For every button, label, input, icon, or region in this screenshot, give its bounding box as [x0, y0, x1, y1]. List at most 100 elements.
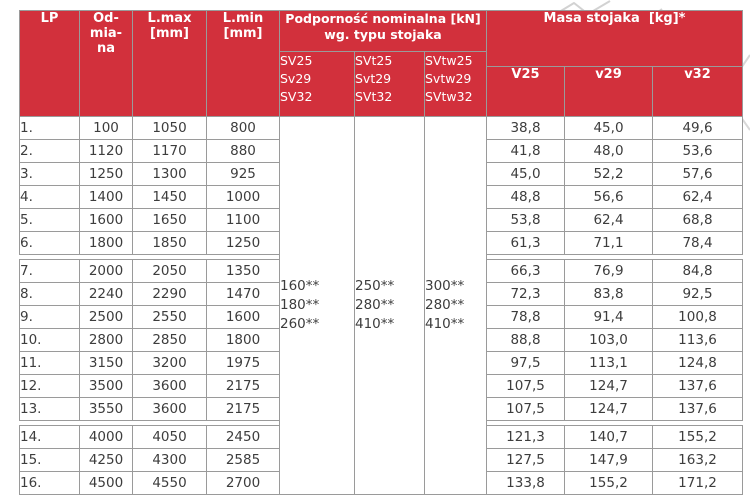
- table-row: 1. 100 1050 800 160** 180** 260** 250** 280** 410…: [19, 116, 743, 495]
- cell-v32: 100,8: [652, 305, 743, 329]
- cell-v29: 56,6: [564, 185, 653, 209]
- cell-lp: 4.: [19, 185, 80, 209]
- cell-v25: 45,0: [486, 162, 565, 186]
- cell-lp: 9.: [19, 305, 80, 329]
- table-row: 7. 2000 2050 1350 66,3 76,9 84,8: [19, 259, 743, 283]
- cell-v29: 124,7: [564, 397, 653, 421]
- table-row: 16. 4500 4550 2700 133,8 155,2 171,2: [19, 471, 743, 495]
- header-odmiana: Od- mia- na: [79, 10, 133, 117]
- cell-lmin: 2175: [206, 397, 280, 421]
- cell-odmiana: 1400: [79, 185, 133, 209]
- cell-lp: 12.: [19, 374, 80, 398]
- cell-v25: 97,5: [486, 351, 565, 375]
- cell-v32: 155,2: [652, 425, 743, 449]
- podpornosc-value: 280**: [425, 297, 465, 313]
- cell-v25: 127,5: [486, 448, 565, 472]
- cell-v25: 38,8: [486, 116, 565, 140]
- cell-odmiana: 1600: [79, 208, 133, 232]
- cell-v29: 103,0: [564, 328, 653, 352]
- cell-odmiana: 4500: [79, 471, 133, 495]
- podpornosc-value: 410**: [425, 316, 465, 332]
- cell-lmin: 1350: [206, 259, 280, 283]
- row-group-gap: [19, 420, 743, 426]
- cell-v32: 68,8: [652, 208, 743, 232]
- cell-v32: 124,8: [652, 351, 743, 375]
- cell-v25: 66,3: [486, 259, 565, 283]
- table-row: 11. 3150 3200 1975 97,5 113,1 124,8: [19, 351, 743, 375]
- cell-lp: 1.: [19, 116, 80, 140]
- cell-lp: 14.: [19, 425, 80, 449]
- cell-v32: 78,4: [652, 231, 743, 255]
- cell-odmiana: 3500: [79, 374, 133, 398]
- table-row: 5. 1600 1650 1100 53,8 62,4 68,8: [19, 208, 743, 232]
- cell-v32: 137,6: [652, 397, 743, 421]
- cell-v32: 92,5: [652, 282, 743, 306]
- cell-lmax: 1300: [132, 162, 207, 186]
- cell-lp: 8.: [19, 282, 80, 306]
- cell-odmiana: 2000: [79, 259, 133, 283]
- cell-v25: 88,8: [486, 328, 565, 352]
- cell-v32: 57,6: [652, 162, 743, 186]
- podpornosc-value: 300**: [425, 278, 465, 294]
- cell-v29: 155,2: [564, 471, 653, 495]
- cell-lmin: 880: [206, 139, 280, 163]
- cell-lmin: 2585: [206, 448, 280, 472]
- cell-lmin: 800: [206, 116, 280, 140]
- cell-v25: 78,8: [486, 305, 565, 329]
- cell-odmiana: 4250: [79, 448, 133, 472]
- cell-v32: 49,6: [652, 116, 743, 140]
- cell-v32: 62,4: [652, 185, 743, 209]
- table-row: 10. 2800 2850 1800 88,8 103,0 113,6: [19, 328, 743, 352]
- cell-lmax: 3600: [132, 397, 207, 421]
- table-body: 1. 100 1050 800 160** 180** 260** 250** 280** 410…: [19, 116, 743, 495]
- cell-odmiana: 1800: [79, 231, 133, 255]
- podpornosc-value: 280**: [355, 297, 395, 313]
- cell-v29: 45,0: [564, 116, 653, 140]
- podpornosc-values-0: 160** 180** 260**: [279, 116, 355, 495]
- cell-lmin: 2450: [206, 425, 280, 449]
- cell-odmiana: 3550: [79, 397, 133, 421]
- cell-v29: 76,9: [564, 259, 653, 283]
- podpornosc-value: 160**: [280, 278, 320, 294]
- table-row: 13. 3550 3600 2175 107,5 124,7 137,6: [19, 397, 743, 421]
- cell-odmiana: 2800: [79, 328, 133, 352]
- cell-lmax: 1450: [132, 185, 207, 209]
- cell-lmax: 4050: [132, 425, 207, 449]
- specification-table: LP Od- mia- na L.max [mm] L.min [mm] Pod…: [19, 10, 743, 495]
- cell-v25: 133,8: [486, 471, 565, 495]
- cell-v29: 83,8: [564, 282, 653, 306]
- header-masa-group: Masa stojaka [kg]*: [486, 10, 743, 67]
- cell-odmiana: 4000: [79, 425, 133, 449]
- table-row: 12. 3500 3600 2175 107,5 124,7 137,6: [19, 374, 743, 398]
- header-v32: v32: [652, 66, 743, 117]
- header-svt-variants: SVt25 Svt29 SVt32: [354, 51, 425, 117]
- cell-lmax: 3200: [132, 351, 207, 375]
- cell-v25: 107,5: [486, 374, 565, 398]
- cell-lp: 7.: [19, 259, 80, 283]
- cell-lmax: 2550: [132, 305, 207, 329]
- table-row: 14. 4000 4050 2450 121,3 140,7 155,2: [19, 425, 743, 449]
- cell-v25: 107,5: [486, 397, 565, 421]
- header-masa-label: Masa stojaka [kg]*: [543, 11, 686, 26]
- cell-lmin: 1100: [206, 208, 280, 232]
- podpornosc-value: 180**: [280, 297, 320, 313]
- header-v29: v29: [564, 66, 653, 117]
- cell-v29: 113,1: [564, 351, 653, 375]
- cell-lmin: 1975: [206, 351, 280, 375]
- podpornosc-values-2: 300** 280** 410**: [424, 116, 487, 495]
- cell-lmin: 1470: [206, 282, 280, 306]
- cell-odmiana: 3150: [79, 351, 133, 375]
- cell-lmin: 1000: [206, 185, 280, 209]
- cell-v32: 137,6: [652, 374, 743, 398]
- cell-v25: 48,8: [486, 185, 565, 209]
- cell-lmin: 2700: [206, 471, 280, 495]
- table-row: 4. 1400 1450 1000 48,8 56,6 62,4: [19, 185, 743, 209]
- header-svtw-variants: SVtw25 Svtw29 SVtw32: [424, 51, 487, 117]
- cell-lp: 3.: [19, 162, 80, 186]
- cell-v32: 171,2: [652, 471, 743, 495]
- cell-lmax: 4300: [132, 448, 207, 472]
- cell-v32: 113,6: [652, 328, 743, 352]
- cell-lmin: 925: [206, 162, 280, 186]
- cell-v29: 48,0: [564, 139, 653, 163]
- cell-lmax: 1050: [132, 116, 207, 140]
